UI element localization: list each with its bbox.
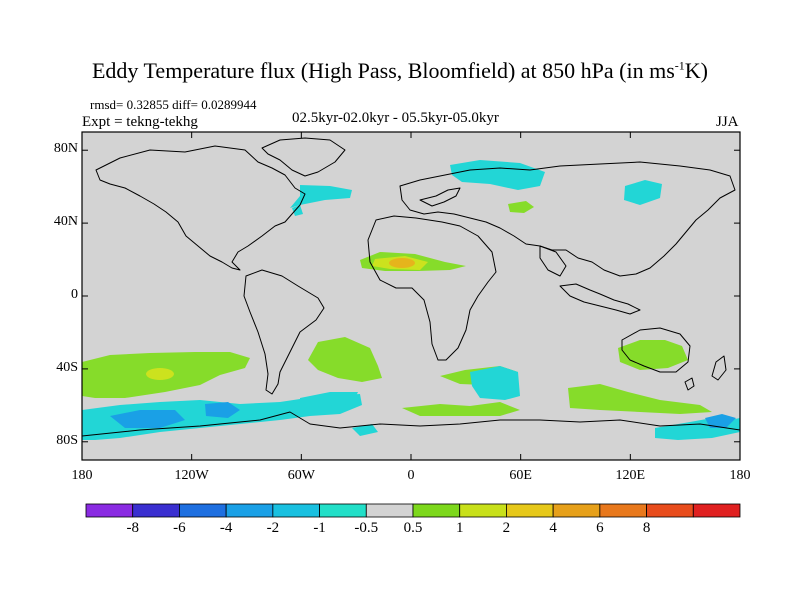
coastlines: [81, 137, 741, 437]
anomaly-negative-labrador: [292, 205, 303, 216]
colorbar-label: 1: [455, 520, 464, 536]
colorbar-swatch: [506, 503, 554, 518]
anomaly-negative-weddell: [352, 424, 378, 436]
colorbar-swatch: [412, 503, 461, 518]
anomaly-negative-drake: [205, 402, 240, 418]
colorbar-label: 4: [549, 520, 557, 536]
experiment-label: Expt = tekng-tekhg: [82, 114, 198, 130]
x-tick-label: 120W: [174, 468, 209, 483]
scandinavia-outline: [419, 187, 461, 207]
india-outline: [539, 245, 567, 277]
x-tick-label: 60W: [287, 468, 315, 483]
x-tick-label: 60E: [509, 468, 532, 483]
colorbar-swatch: [692, 503, 741, 518]
colorbar-swatch: [365, 503, 414, 518]
y-tick-label: 40N: [53, 214, 78, 230]
greenland-outline: [261, 137, 346, 177]
colorbar-label: -4: [219, 520, 233, 536]
colorbar-swatch: [132, 503, 180, 518]
anomaly-negative-kerguelen: [470, 366, 520, 400]
africa-outline: [367, 215, 497, 361]
y-tick-label: 80S: [56, 432, 78, 448]
anomaly-negative-siberia: [624, 180, 662, 205]
season-label: JJA: [716, 114, 739, 130]
anomaly-negative-n-atlantic: [290, 185, 352, 208]
australia-outline: [621, 327, 691, 373]
colorbar-swatch: [599, 503, 647, 518]
anomaly-fields: [82, 160, 740, 440]
eurasia-outline: [399, 161, 736, 277]
colorbar-swatch: [272, 503, 320, 518]
anomaly-positive-s-ocean-central: [402, 402, 520, 416]
colorbar-swatch: [225, 503, 274, 518]
x-tick-label: 180: [729, 468, 751, 483]
colorbar-label: 2: [502, 520, 511, 536]
colorbar-label: -8: [126, 520, 139, 536]
new-zealand-outline: [711, 355, 727, 381]
colorbar-swatch: [646, 503, 694, 518]
anomaly-negative-s-pacific-mid: [110, 410, 185, 428]
anomaly-negative-ross-core: [705, 414, 736, 428]
anomaly-positive-europe: [508, 201, 534, 213]
stats-label: rmsd= 0.32855 diff= 0.0289944: [90, 97, 257, 112]
x-tick-label: 180: [71, 468, 93, 483]
colorbar-label: -1: [313, 520, 326, 536]
y-tick-label: 80N: [53, 141, 78, 157]
x-tick-label: 120E: [615, 468, 646, 483]
anomaly-negative-s-atlantic-belt: [300, 392, 358, 408]
colorbar-label: -0.5: [354, 520, 379, 536]
colorbar-label: 6: [596, 520, 604, 536]
y-tick-label: 40S: [56, 359, 78, 375]
colorbar-label: -2: [266, 520, 280, 536]
plot-title: Eddy Temperature flux (High Pass, Bloomf…: [91, 58, 708, 83]
colorbar-swatch: [552, 503, 601, 518]
indonesia-outline: [559, 283, 641, 315]
anomaly-positive-s-pacific-mid: [146, 368, 174, 380]
antarctica-outline: [81, 411, 741, 437]
south-america-outline: [243, 269, 325, 395]
colorbar: [85, 503, 741, 518]
colorbar-swatch: [85, 503, 134, 518]
colorbar-label: -6: [173, 520, 186, 536]
anomaly-positive-s-atlantic: [308, 337, 382, 382]
anomaly-positive-s-ocean-east: [568, 384, 712, 414]
axis-ticks: [81, 132, 741, 460]
colorbar-swatch: [179, 503, 227, 518]
x-tick-label: 0: [407, 468, 415, 483]
colorbar-label: 0.5: [403, 520, 423, 536]
north-america-outline: [95, 145, 306, 271]
anomaly-negative-arctic-europe: [450, 160, 545, 190]
colorbar-label: 8: [642, 520, 651, 536]
colorbar-swatch: [319, 503, 367, 518]
colorbar-swatch: [459, 503, 507, 518]
y-tick-label: 0: [71, 287, 78, 302]
period-label: 02.5kyr-02.0kyr - 05.5kyr-05.0kyr: [292, 110, 499, 126]
tasmania-outline: [684, 377, 695, 391]
anomaly-positive-sahara-core: [389, 258, 415, 268]
map-plot: [81, 131, 741, 461]
